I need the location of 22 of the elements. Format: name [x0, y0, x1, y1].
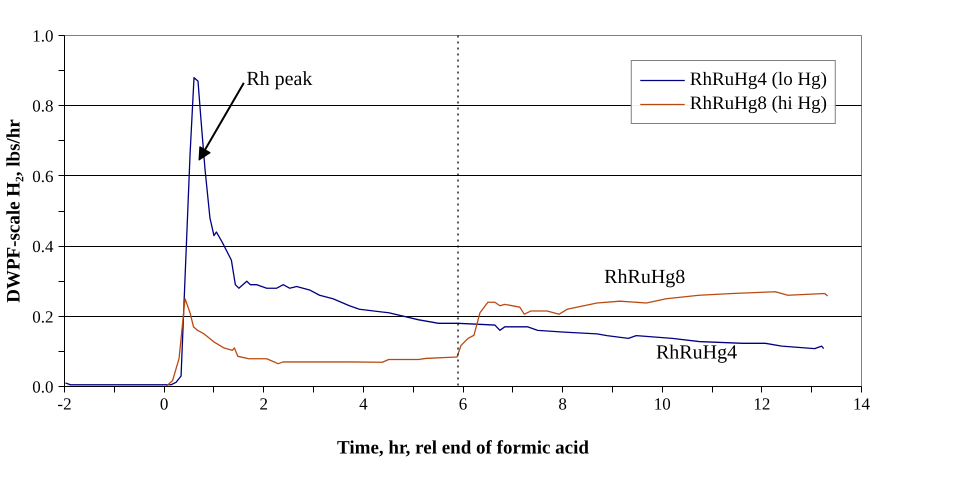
y-tick-label: 0.2: [32, 307, 54, 326]
y-tick-label: 0.0: [32, 378, 54, 396]
legend-label: RhRuHg8 (hi Hg): [690, 93, 827, 115]
x-tick-label: 10: [654, 394, 671, 414]
x-axis-title: Time, hr, rel end of formic acid: [337, 438, 590, 458]
x-tick-label: 6: [458, 394, 468, 414]
x-tick-label: -2: [57, 394, 72, 414]
y-tick-label: 1.0: [32, 26, 54, 46]
y-tick-label: 0.8: [32, 96, 54, 116]
x-tick-label: 2: [260, 394, 268, 414]
annotation: RhRuHg4: [656, 342, 738, 364]
x-tick-label: 12: [753, 394, 770, 414]
x-tick-label: 0: [160, 394, 168, 414]
x-tick-label: 4: [359, 394, 368, 414]
legend-label: RhRuHg4 (lo Hg): [690, 69, 827, 91]
y-tick-label: 0.4: [32, 237, 54, 256]
annotation: Rh peak: [246, 68, 312, 90]
y-tick-label: 0.6: [32, 166, 54, 186]
y-axis-title: DWPF-scale H₂, lbs/hr: [3, 118, 24, 303]
annotation: RhRuHg8: [604, 266, 686, 288]
x-tick-label: 8: [558, 394, 567, 414]
x-tick-label: 14: [853, 394, 870, 414]
